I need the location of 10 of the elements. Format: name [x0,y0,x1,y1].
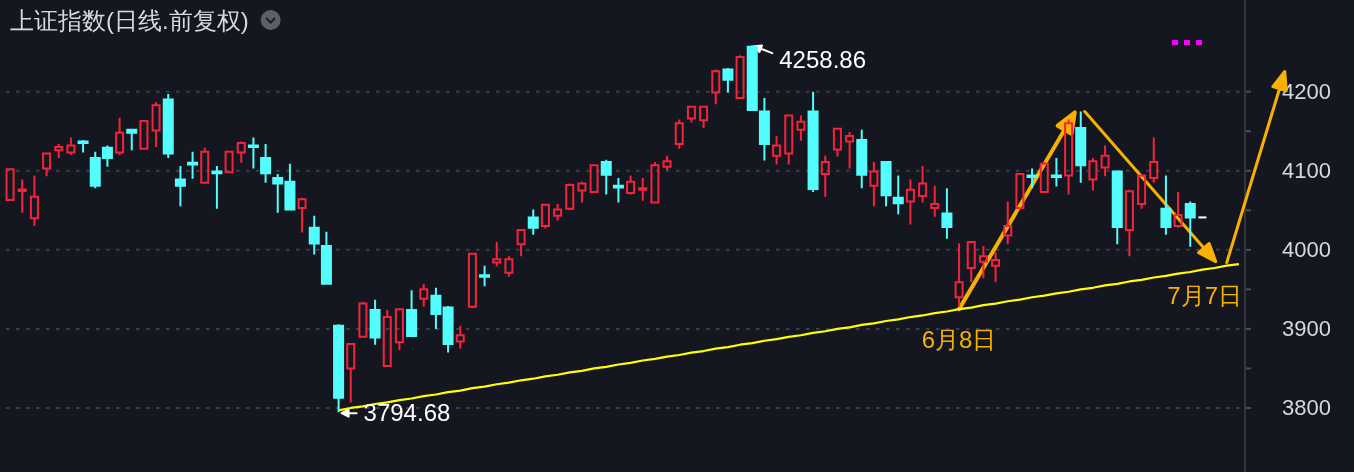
title: 上证指数(日线.前复权) [10,6,249,34]
annotation: 3794.68 [363,398,451,426]
y-tick-label: 3800 [1282,395,1331,421]
y-tick-label: 4000 [1282,237,1331,263]
y-tick-label: 3900 [1282,316,1331,342]
annotation: 4258.86 [779,45,866,73]
y-tick-label: 4200 [1282,79,1331,105]
annotation: 6月8日 [921,325,997,353]
annotation: 7月7日 [1167,282,1242,310]
y-tick-label: 4100 [1282,158,1331,184]
